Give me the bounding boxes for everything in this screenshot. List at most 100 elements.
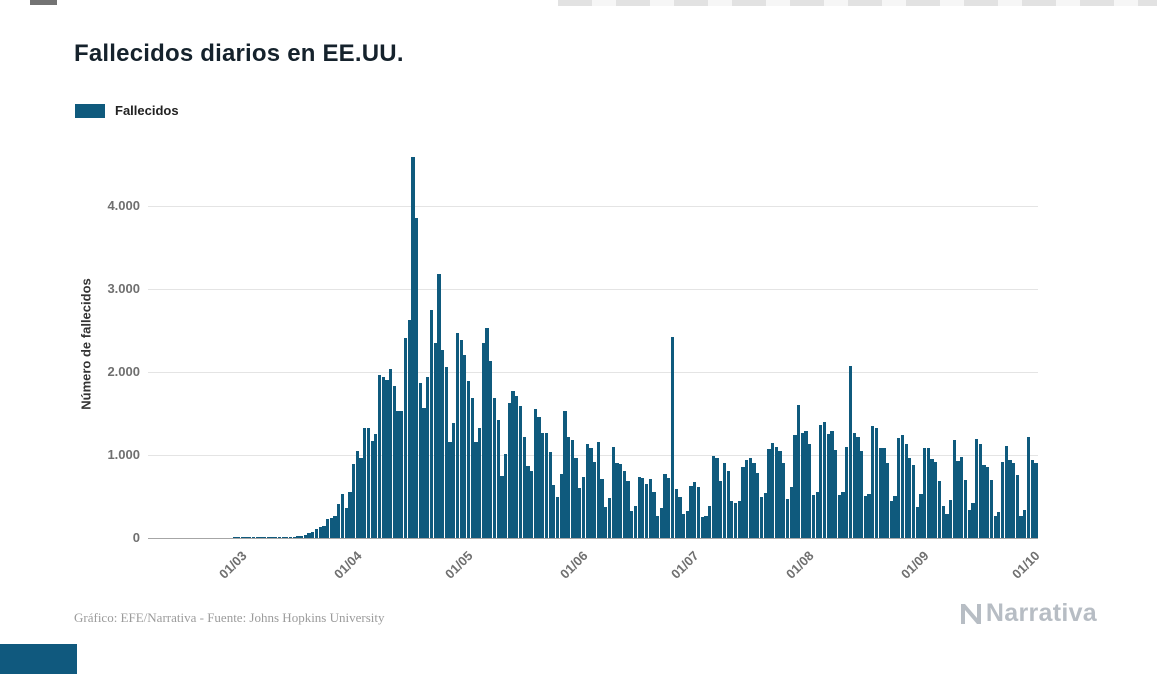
bar[interactable] — [578, 487, 582, 538]
bar[interactable] — [593, 461, 597, 538]
bar[interactable] — [804, 430, 808, 538]
bar[interactable] — [459, 339, 463, 538]
bar[interactable] — [930, 459, 934, 538]
bar[interactable] — [960, 456, 964, 538]
bar[interactable] — [730, 500, 734, 538]
bar[interactable] — [311, 532, 315, 538]
bar[interactable] — [830, 430, 834, 538]
bar[interactable] — [326, 519, 330, 538]
bar[interactable] — [544, 433, 549, 538]
bar[interactable] — [259, 537, 263, 538]
bar[interactable] — [522, 436, 526, 538]
bar[interactable] — [559, 473, 563, 538]
bar[interactable] — [574, 458, 578, 538]
bar[interactable] — [763, 493, 767, 538]
bar[interactable] — [630, 510, 634, 538]
bar[interactable] — [466, 380, 471, 538]
bar[interactable] — [370, 441, 374, 538]
bar[interactable] — [607, 498, 612, 538]
bar[interactable] — [956, 460, 960, 538]
bar[interactable] — [889, 501, 893, 538]
bar[interactable] — [474, 442, 478, 538]
bar[interactable] — [511, 390, 515, 538]
bar[interactable] — [682, 514, 686, 538]
bar[interactable] — [871, 425, 875, 538]
bar[interactable] — [949, 499, 953, 538]
bar[interactable] — [251, 537, 256, 538]
bar[interactable] — [548, 452, 552, 538]
bar[interactable] — [485, 328, 489, 538]
bar[interactable] — [500, 475, 504, 538]
bar[interactable] — [403, 338, 408, 538]
bar[interactable] — [1000, 461, 1005, 538]
bar[interactable] — [322, 525, 326, 538]
bar[interactable] — [945, 513, 949, 538]
bar[interactable] — [874, 427, 879, 538]
bar[interactable] — [915, 507, 919, 538]
bar[interactable] — [756, 473, 760, 538]
bar[interactable] — [337, 503, 341, 538]
bar[interactable] — [926, 447, 930, 538]
bar[interactable] — [618, 464, 623, 538]
bar[interactable] — [437, 274, 441, 538]
bar[interactable] — [1019, 515, 1023, 538]
bar[interactable] — [986, 467, 990, 538]
bar[interactable] — [971, 503, 975, 538]
bar[interactable] — [696, 487, 701, 538]
bar[interactable] — [700, 517, 704, 538]
bar[interactable] — [641, 478, 645, 538]
bar[interactable] — [663, 474, 667, 538]
bar[interactable] — [652, 491, 656, 538]
bar[interactable] — [463, 355, 467, 538]
bar[interactable] — [400, 410, 404, 538]
bar[interactable] — [882, 448, 886, 538]
bar[interactable] — [444, 366, 448, 538]
bar[interactable] — [433, 342, 437, 538]
bar[interactable] — [808, 444, 812, 538]
bar[interactable] — [589, 448, 593, 538]
bar[interactable] — [752, 462, 756, 538]
bar[interactable] — [248, 537, 252, 538]
bar[interactable] — [274, 537, 278, 538]
bar[interactable] — [900, 435, 905, 538]
bar[interactable] — [878, 447, 882, 538]
bar[interactable] — [244, 537, 248, 538]
bar[interactable] — [626, 481, 630, 538]
bar[interactable] — [1004, 445, 1008, 538]
bar[interactable] — [989, 479, 994, 538]
bar[interactable] — [255, 537, 259, 538]
bar[interactable] — [288, 536, 293, 538]
bar[interactable] — [771, 442, 775, 538]
bar[interactable] — [722, 463, 727, 538]
bar[interactable] — [1015, 474, 1019, 538]
bar[interactable] — [329, 517, 333, 538]
bar[interactable] — [719, 480, 723, 538]
bar[interactable] — [678, 496, 682, 538]
bar[interactable] — [707, 505, 712, 538]
bar[interactable] — [904, 444, 908, 538]
bar[interactable] — [778, 450, 782, 538]
bar[interactable] — [919, 494, 923, 538]
bar[interactable] — [529, 470, 534, 538]
bar[interactable] — [908, 457, 912, 538]
bar[interactable] — [800, 432, 804, 538]
bar[interactable] — [974, 439, 979, 538]
bar[interactable] — [819, 425, 823, 538]
bar[interactable] — [415, 217, 419, 538]
bar[interactable] — [667, 478, 671, 538]
bar[interactable] — [418, 383, 422, 538]
bar[interactable] — [615, 462, 619, 538]
bar[interactable] — [611, 447, 615, 538]
bar[interactable] — [422, 408, 426, 538]
bar[interactable] — [785, 498, 790, 538]
bar[interactable] — [570, 440, 574, 538]
bar[interactable] — [967, 509, 971, 538]
bar[interactable] — [1034, 463, 1038, 538]
bar[interactable] — [893, 495, 897, 538]
bar[interactable] — [355, 450, 359, 538]
bar[interactable] — [340, 494, 345, 538]
bar[interactable] — [333, 515, 337, 538]
bar[interactable] — [440, 349, 445, 538]
bar[interactable] — [515, 395, 519, 538]
bar[interactable] — [767, 449, 771, 538]
